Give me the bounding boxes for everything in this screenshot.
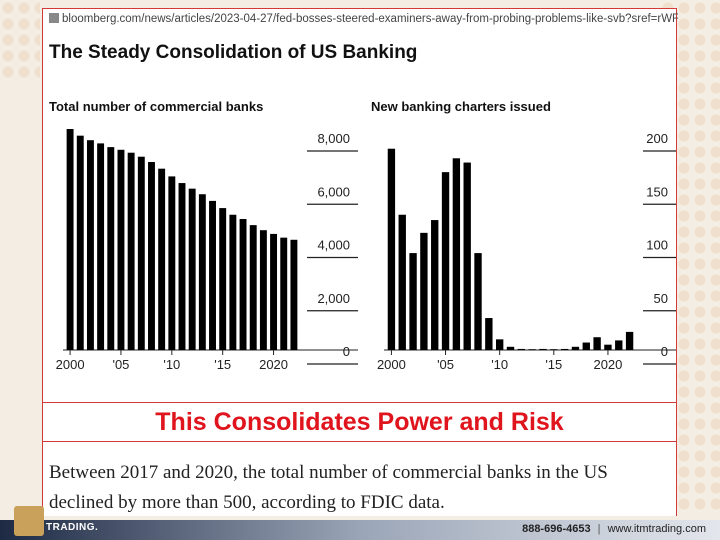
chart-0-x-tick-label-4: 2020 (259, 357, 288, 372)
chart-1-bar-2005 (441, 172, 450, 350)
chart-1-x-tick-label-4: 2020 (593, 357, 622, 372)
chart-1-bar-2010 (495, 339, 504, 350)
chart-1-x-tick-label-0: 2000 (377, 357, 406, 372)
chart-1-bar-2014 (539, 348, 547, 350)
chart-1-y-tick-label-2: 100 (646, 238, 668, 253)
chart-1-bar-2012 (517, 348, 526, 350)
itm-logo-icon (14, 506, 44, 536)
chart-0-bar-2012 (188, 188, 196, 350)
chart-1-bar-2021 (615, 340, 623, 350)
chart-0-bar-2006 (127, 152, 135, 350)
chart-1-bar-2003 (420, 232, 428, 350)
chart-1-bar-2016 (560, 348, 569, 350)
chart-1-bar-2006 (452, 158, 461, 350)
chart-0-bar-2015 (219, 208, 227, 350)
footer-separator: | (597, 523, 601, 535)
chart-0-x-tick-label-0: 2000 (56, 357, 85, 372)
chart-0-bar-2008 (148, 162, 155, 350)
chart-0-x-tick-label-3: '15 (214, 357, 231, 372)
chart-1-bar-2002 (409, 253, 417, 350)
chart-0-x-tick-label-1: '05 (112, 357, 129, 372)
chart-1-x-tick-label-2: '10 (491, 357, 508, 372)
chart-0-bar-2009 (158, 168, 166, 350)
chart-0-bar-2002 (86, 140, 94, 350)
chart-1-bar-2015 (550, 349, 558, 350)
chart-1-bar-2017 (571, 346, 580, 350)
headline-banner: This Consolidates Power and Risk (43, 402, 676, 442)
chart-1-bar-2007 (463, 162, 471, 350)
chart-1-bar-2020 (604, 344, 612, 350)
chart-1-bar-2000 (387, 148, 396, 350)
chart-0-y-tick-label-2: 4,000 (317, 238, 350, 253)
chart-0-bar-2020 (270, 233, 278, 350)
chart-0-bar-2003 (97, 143, 105, 350)
screenshot-frame: bloomberg.com/news/articles/2023-04-27/f… (42, 8, 678, 520)
address-bar[interactable]: bloomberg.com/news/articles/2023-04-27/f… (43, 13, 678, 31)
footer-contact: 888-696-4653 | www.itmtrading.com (522, 523, 706, 535)
chart-0-bar-2021 (280, 237, 288, 350)
chart-1-bar-2004 (431, 220, 439, 350)
url-text: bloomberg.com/news/articles/2023-04-27/f… (62, 13, 678, 25)
chart-1-y-tick-label-1: 50 (654, 291, 668, 306)
chart-0-y-tick-label-4: 8,000 (317, 131, 350, 146)
chart-1-bar-2013 (528, 349, 536, 350)
chart-title-new-charters: New banking charters issued (371, 99, 551, 114)
logo-text: TRADING. (46, 522, 99, 533)
chart-0-bar-2000 (66, 129, 74, 350)
chart-0-bar-2022 (290, 239, 298, 350)
chart-0-bar-2001 (76, 135, 84, 350)
chart-1-x-tick-label-3: '15 (545, 357, 562, 372)
chart-0-bar-2011 (178, 183, 186, 350)
chart-1-y-tick-label-0: 0 (661, 344, 668, 359)
chart-0-y-tick-label-0: 0 (343, 344, 350, 359)
footer-bar (0, 520, 720, 540)
article-title: The Steady Consolidation of US Banking (49, 42, 418, 63)
chart-1-bar-2008 (474, 253, 482, 350)
footer-phone: 888-696-4653 (522, 523, 591, 535)
footer-website[interactable]: www.itmtrading.com (607, 523, 706, 535)
chart-0-bar-2019 (259, 230, 267, 350)
chart-0-bar-2018 (249, 225, 257, 350)
chart-0-y-tick-label-1: 2,000 (317, 291, 350, 306)
chart-0-y-tick-label-3: 6,000 (317, 184, 350, 199)
chart-0-x-tick-label-2: '10 (163, 357, 180, 372)
chart-1-y-tick-label-4: 200 (646, 131, 668, 146)
chart-0-bar-2010 (168, 176, 176, 350)
chart-1-x-tick-label-1: '05 (437, 357, 454, 372)
chart-1-bar-2011 (506, 346, 515, 350)
chart-1-bar-2001 (398, 214, 406, 350)
chart-0-bar-2013 (198, 194, 206, 350)
chart-0-bar-2004 (107, 147, 115, 350)
chart-1-bar-2009 (485, 318, 493, 350)
chart-0-bar-2014 (209, 200, 216, 350)
chart-1-bar-2018 (582, 342, 590, 350)
chart-1-bar-2019 (593, 337, 601, 350)
chart-0-bar-2005 (117, 149, 125, 350)
chart-0-bar-2007 (137, 156, 145, 350)
decorative-dot-pattern-left (0, 0, 40, 80)
site-info-icon (49, 13, 59, 23)
article-caption: Between 2017 and 2020, the total number … (49, 462, 608, 513)
chart-title-total-banks: Total number of commercial banks (49, 99, 264, 114)
chart-0-bar-2016 (229, 214, 237, 350)
charts-canvas: 0 2,000 4,000 6,000 8,000 2000 '05 '10 '15 2020 0 5… (56, 129, 676, 372)
chart-0-bar-2017 (239, 219, 247, 350)
chart-1-y-tick-label-3: 150 (646, 184, 668, 199)
chart-1-bar-2022 (625, 331, 634, 350)
